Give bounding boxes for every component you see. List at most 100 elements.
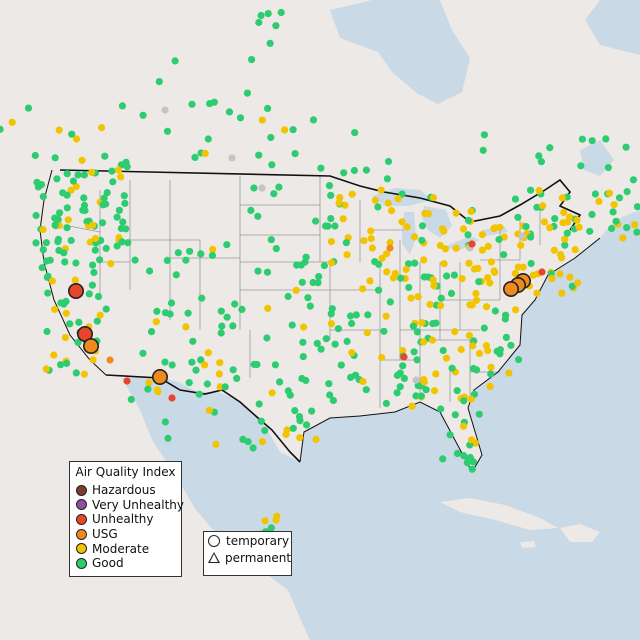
monitor-site[interactable] xyxy=(561,241,569,249)
monitor-site[interactable] xyxy=(578,135,587,143)
monitor-site[interactable] xyxy=(255,400,263,408)
monitor-site[interactable] xyxy=(426,300,434,309)
monitor-site[interactable] xyxy=(268,389,276,397)
monitor-site[interactable] xyxy=(496,223,504,231)
monitor-site[interactable] xyxy=(540,218,549,226)
monitor-site[interactable] xyxy=(320,262,328,270)
monitor-site[interactable] xyxy=(472,296,481,304)
monitor-site[interactable] xyxy=(399,347,407,355)
monitor-site[interactable] xyxy=(351,129,359,137)
monitor-site[interactable] xyxy=(430,282,438,290)
monitor-site[interactable] xyxy=(404,260,413,268)
monitor-site[interactable] xyxy=(91,246,99,254)
monitor-site[interactable] xyxy=(263,334,271,342)
monitor-site[interactable] xyxy=(418,236,426,244)
monitor-site[interactable] xyxy=(167,299,176,307)
monitor-site[interactable] xyxy=(145,379,153,387)
monitor-site[interactable] xyxy=(284,292,292,301)
monitor-site[interactable] xyxy=(418,222,427,230)
monitor-site[interactable] xyxy=(537,158,546,166)
monitor-site[interactable] xyxy=(446,431,454,439)
monitor-site[interactable] xyxy=(123,377,131,385)
monitor-site[interactable] xyxy=(437,405,445,413)
monitor-site[interactable] xyxy=(188,100,196,108)
monitor-site[interactable] xyxy=(409,322,417,330)
monitor-site[interactable] xyxy=(221,383,229,391)
monitor-site[interactable] xyxy=(94,292,103,301)
monitor-site[interactable] xyxy=(216,359,224,367)
monitor-site[interactable] xyxy=(362,166,370,174)
monitor-site[interactable] xyxy=(39,226,47,234)
monitor-site[interactable] xyxy=(466,301,474,309)
monitor-site[interactable] xyxy=(420,378,428,386)
monitor-site[interactable] xyxy=(428,336,436,344)
monitor-site[interactable] xyxy=(189,337,197,345)
monitor-site[interactable] xyxy=(61,334,69,342)
monitor-site[interactable] xyxy=(437,302,445,310)
monitor-site[interactable] xyxy=(102,305,110,313)
monitor-site[interactable] xyxy=(308,407,316,415)
monitor-site[interactable] xyxy=(62,297,70,305)
monitor-site[interactable] xyxy=(210,98,218,106)
monitor-site[interactable] xyxy=(566,273,574,281)
monitor-site[interactable] xyxy=(205,406,213,414)
monitor-site[interactable] xyxy=(571,246,579,254)
monitor-site[interactable] xyxy=(291,150,299,158)
monitor-site[interactable] xyxy=(43,327,51,336)
monitor-site[interactable] xyxy=(359,377,367,386)
monitor-site[interactable] xyxy=(487,363,495,371)
monitor-site[interactable] xyxy=(453,449,461,458)
monitor-site[interactable] xyxy=(622,143,630,151)
monitor-site[interactable] xyxy=(201,361,209,369)
monitor-site[interactable] xyxy=(72,369,80,377)
monitor-site[interactable] xyxy=(267,133,275,142)
monitor-site[interactable] xyxy=(121,199,129,207)
monitor-site[interactable] xyxy=(420,273,428,281)
monitor-site[interactable] xyxy=(480,131,488,139)
monitor-site[interactable] xyxy=(42,239,51,247)
monitor-site[interactable] xyxy=(451,411,459,419)
monitor-site[interactable] xyxy=(380,327,388,335)
monitor-site[interactable] xyxy=(629,176,638,184)
monitor-site[interactable] xyxy=(96,311,104,319)
monitor-site[interactable] xyxy=(39,193,47,201)
monitor-site[interactable] xyxy=(451,328,459,336)
monitor-site[interactable] xyxy=(514,263,522,271)
monitor-site[interactable] xyxy=(377,186,385,194)
monitor-site[interactable] xyxy=(303,421,311,429)
monitor-site[interactable] xyxy=(64,216,72,224)
monitor-site[interactable] xyxy=(400,374,408,382)
monitor-site[interactable] xyxy=(248,56,256,64)
monitor-site[interactable] xyxy=(46,256,54,264)
monitor-site[interactable] xyxy=(487,258,496,266)
monitor-site[interactable] xyxy=(367,235,375,243)
monitor-site[interactable] xyxy=(612,217,620,225)
monitor-site[interactable] xyxy=(317,345,325,353)
monitor-site[interactable] xyxy=(317,164,325,172)
monitor-site[interactable] xyxy=(122,225,130,233)
monitor-site[interactable] xyxy=(418,319,426,327)
monitor-site[interactable] xyxy=(131,256,139,264)
monitor-site[interactable] xyxy=(198,294,206,302)
monitor-site[interactable] xyxy=(412,376,420,384)
monitor-site[interactable] xyxy=(633,203,640,211)
monitor-site[interactable] xyxy=(61,258,69,266)
monitor-site[interactable] xyxy=(482,303,491,311)
monitor-site[interactable] xyxy=(615,194,624,202)
monitor-site[interactable] xyxy=(239,435,247,443)
monitor-site[interactable] xyxy=(490,267,498,275)
monitor-site[interactable] xyxy=(155,78,163,86)
monitor-site[interactable] xyxy=(560,208,568,216)
monitor-site[interactable] xyxy=(331,222,339,230)
monitor-site[interactable] xyxy=(233,374,241,382)
monitor-site[interactable] xyxy=(502,333,510,341)
monitor-site[interactable] xyxy=(195,390,203,398)
monitor-site[interactable] xyxy=(238,305,246,313)
monitor-site[interactable] xyxy=(605,189,614,197)
monitor-site[interactable] xyxy=(546,224,554,232)
monitor-site[interactable] xyxy=(78,156,86,164)
monitor-site[interactable] xyxy=(563,229,571,237)
monitor-site[interactable] xyxy=(459,422,468,430)
monitor-site[interactable] xyxy=(57,361,65,369)
monitor-site[interactable] xyxy=(43,273,51,281)
